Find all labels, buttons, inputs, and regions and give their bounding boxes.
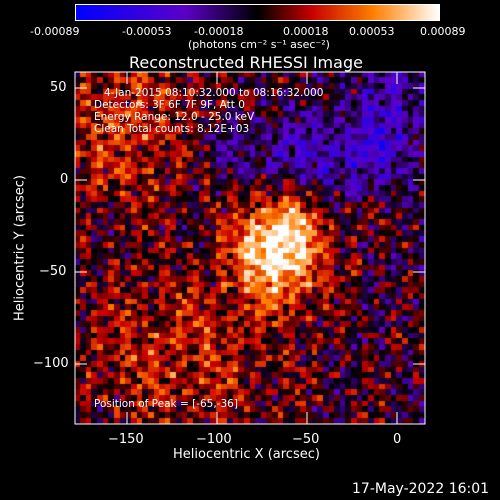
x-tick-label: −150 bbox=[108, 432, 144, 447]
clean-total-counts-label: Clean Total counts: 8.12E+03 bbox=[94, 123, 250, 135]
x-tick-label: −100 bbox=[196, 432, 232, 447]
x-axis-title: Heliocentric X (arcsec) bbox=[173, 447, 320, 462]
detectors-label: Detectors: 3F 6F 7F 9F, Att 0 bbox=[94, 99, 245, 111]
y-axis-title: Heliocentric Y (arcsec) bbox=[12, 175, 28, 321]
y-tick-label: 0 bbox=[60, 172, 69, 187]
timestamp-footer: 17-May-2022 16:01 bbox=[352, 481, 490, 497]
energy-range-label: Energy Range: 12.0 - 25.0 keV bbox=[94, 111, 255, 123]
colorbar-tick: -0.00018 bbox=[194, 25, 244, 38]
colorbar-tick: -0.00053 bbox=[122, 25, 172, 38]
y-tick-label: 50 bbox=[50, 80, 67, 95]
y-tick-label: −100 bbox=[33, 356, 69, 371]
colorbar-units: (photons cm⁻² s⁻¹ asec⁻²) bbox=[188, 38, 330, 51]
x-tick-label: 0 bbox=[393, 432, 402, 447]
peak-position-label: Position of Peak = [-65,-36] bbox=[94, 398, 238, 410]
colorbar-tick: 0.00018 bbox=[283, 25, 329, 38]
colorbar bbox=[75, 4, 440, 21]
colorbar-tick: 0.00089 bbox=[420, 25, 466, 38]
time-range-label: 4-Jan-2015 08:10:32.000 to 08:16:32.000 bbox=[104, 87, 324, 99]
x-tick-label: −50 bbox=[292, 432, 320, 447]
colorbar-tick: -0.00089 bbox=[30, 25, 80, 38]
plot-title: Reconstructed RHESSI Image bbox=[129, 53, 363, 72]
colorbar-tick: 0.00053 bbox=[349, 25, 395, 38]
y-tick-label: −50 bbox=[39, 264, 67, 279]
